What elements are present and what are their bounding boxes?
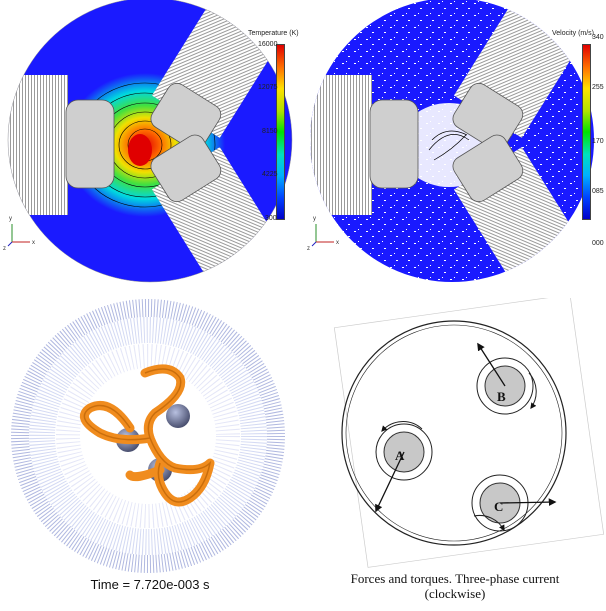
forces-caption-line2: (clockwise)	[424, 586, 486, 601]
velocity-tick-3: 085	[592, 188, 604, 195]
velocity-tick-2: 170	[592, 138, 604, 145]
arc-simulation-image	[11, 299, 285, 573]
velocity-tick-1: 255	[592, 84, 604, 91]
axis-y-label: y	[313, 216, 316, 222]
velocity-colorbar	[582, 44, 591, 220]
temperature-panel: Temperature (K) 16000 12075 8150 4225 30…	[0, 0, 300, 285]
electrode-c-label: C	[494, 499, 503, 514]
velocity-field-image	[310, 0, 594, 282]
velocity-tick-0: 340	[592, 34, 604, 41]
axis-x-label: x	[32, 240, 35, 246]
axis-x-label: x	[336, 240, 339, 246]
temperature-tick-0: 16000	[258, 41, 278, 48]
time-caption: Time = 7.720e-003 s	[90, 577, 210, 592]
axis-y-label: y	[9, 216, 12, 222]
temperature-field-image	[7, 0, 293, 283]
axis-triad-icon	[7, 224, 30, 247]
axis-triad-icon	[311, 224, 334, 247]
vessel-outline	[341, 320, 567, 546]
axis-z-label: z	[3, 246, 6, 252]
temperature-colorbar-title: Temperature (K)	[248, 30, 299, 37]
electrode-b-label: B	[497, 389, 506, 404]
temperature-tick-2: 8150	[262, 128, 278, 135]
axis-z-label: z	[307, 246, 310, 252]
forces-caption: Forces and torques. Three-phase current …	[304, 571, 606, 601]
forces-diagram: B A C	[333, 294, 605, 568]
arc-simulation-panel: Time = 7.720e-003 s	[0, 298, 300, 611]
temperature-colorbar	[276, 44, 285, 220]
temperature-tick-4: 300	[265, 215, 277, 222]
forces-diagram-panel: B A C Forces and torques. Three-phase cu…	[304, 294, 606, 611]
electrode-a-label: A	[395, 448, 405, 463]
velocity-colorbar-title: Velocity (m/s)	[552, 30, 595, 37]
velocity-panel: Velocity (m/s) 340 255 170 085 000 y x z	[304, 0, 606, 285]
velocity-tick-4: 000	[592, 240, 604, 247]
temperature-tick-1: 12075	[258, 84, 278, 91]
forces-caption-line1: Forces and torques. Three-phase current	[350, 571, 560, 586]
temperature-tick-3: 4225	[262, 171, 278, 178]
